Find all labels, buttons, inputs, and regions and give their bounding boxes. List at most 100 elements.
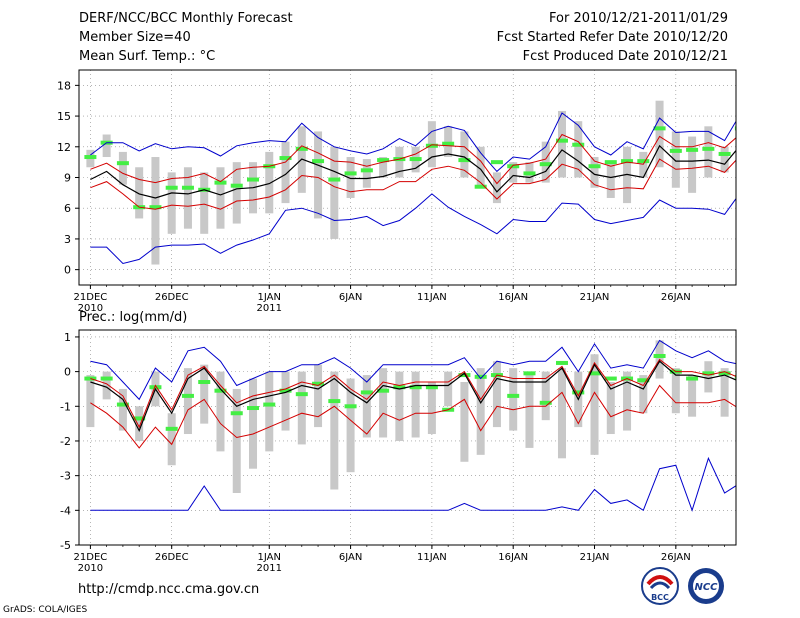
precipitation-median-mark [474,374,487,379]
member-size: Member Size=40 [79,30,191,45]
precipitation-spread-bar [704,361,713,393]
precipitation-median-mark [637,378,650,383]
temperature-median-mark [312,159,325,164]
precipitation-spread-bar [606,382,615,435]
temperature-spread-bar [720,146,729,173]
precipitation-median-mark [100,376,113,381]
precipitation-spread-bar [557,368,566,459]
temperature-spread-bar [314,131,323,219]
temperature-spread-bar [704,126,713,178]
precipitation-median-mark [702,371,715,376]
temperature-spread-bar [574,121,583,178]
temperature-spread-bar [281,141,290,204]
precipitation-spread-bar [639,375,648,414]
precipitation-median-mark [263,402,276,407]
precipitation-median-mark [344,404,357,409]
precipitation-spread-bar [265,371,274,452]
temperature-spread-bar [183,167,192,229]
temperature-median-mark [230,183,243,188]
temperature-median-mark [360,168,373,173]
temperature-median-mark [572,142,585,147]
temperature-ytick-label: 3 [64,233,71,246]
precipitation-spread-bar [346,378,355,473]
precipitation-median-mark [133,416,146,421]
precipitation-lower-inner-line [90,384,736,449]
precipitation-median-mark [295,392,308,397]
precipitation-spread-bar [395,371,404,441]
ncc-logo-text: NCC [694,582,718,593]
precipitation-median-mark [116,402,129,407]
footer-url[interactable]: http://cmdp.ncc.cma.gov.cn [78,582,260,597]
temperature-ytick-label: 12 [57,141,71,154]
temperature-spread-bar [590,157,599,188]
precipitation-spread-bar [249,378,258,469]
temperature-ytick-label: 18 [57,79,71,92]
precipitation-spread-bar [623,371,632,431]
temperature-spread-bar [606,162,615,198]
header-right: For 2010/12/21-2011/01/29 Fcst Started R… [497,11,728,68]
temperature-spread-bar [395,146,404,178]
temperature-ytick-label: 15 [57,110,71,123]
temperature-median-mark [751,119,763,123]
temperature-xtick-label: 26DEC [155,292,189,303]
temperature-median-mark [718,151,731,156]
precipitation-spread-bar [492,361,501,428]
precipitation-spread-bar [86,375,95,428]
temperature-spread-bar [346,157,355,198]
temperature-spread-bar [460,131,469,178]
precipitation-median-mark [328,399,341,404]
precipitation-upper-outer-line [90,339,736,401]
precipitation-spread-bar [183,368,192,435]
precipitation-median-mark [572,390,585,395]
forecast-period: For 2010/12/21-2011/01/29 [549,11,728,26]
ncc-logo: NCC [688,568,724,604]
precipitation-ytick-label: 0 [64,366,71,379]
precipitation-spread-bar [297,371,306,445]
temperature-spread-bar [655,100,664,168]
temperature-median-mark [295,146,308,151]
precipitation-spread-bar [476,368,485,455]
precipitation-spread-bar [379,368,388,438]
precipitation-median-mark [653,354,666,359]
precipitation-spread-bar [362,375,371,438]
precipitation-mean-line [90,360,736,433]
temperature-median-mark [637,159,650,164]
temperature-median-mark [149,205,162,210]
temperature-xtick-label: 21DEC [74,292,108,303]
precipitation-median-mark [247,406,260,411]
precipitation-median-mark [686,376,699,381]
precipitation-plot-frame [78,329,737,546]
temperature-spread-bar [379,157,388,178]
precipitation-xtick-label: 26JAN [661,552,691,563]
temperature-spread-bar [444,126,453,158]
temperature-xtick-label: 11JAN [417,292,447,303]
temperature-median-mark [621,159,634,164]
temperature-median-mark [604,160,617,165]
temperature-median-mark [328,177,341,182]
precipitation-spread-bar [541,371,550,421]
temperature-upper-outer-line [90,112,736,173]
precipitation-median-mark [458,373,471,378]
precipitation-spread-bar [135,406,144,441]
precipitation-median-mark [181,393,194,398]
precipitation-median-mark [539,400,552,405]
grads-credit: GrADS: COLA/IGES [3,605,88,615]
precipitation-lower-outer-line [90,456,736,512]
precipitation-ytick-label: -1 [60,400,71,413]
temperature-spread-bar [330,146,339,239]
precipitation-ytick-label: -3 [60,470,71,483]
precipitation-spread-bar [460,382,469,462]
precipitation-median-mark [751,373,763,377]
temperature-median-mark [767,139,779,143]
temperature-spread-bar [102,134,111,158]
precipitation-spread-bar [590,354,599,455]
temperature-spread-bar [118,151,127,185]
temperature-spread-bar [492,172,501,204]
precipitation-xtick-label: 21DEC [74,552,108,563]
temperature-median-mark [523,171,536,176]
temperature-spread-bar [151,157,160,265]
temperature-median-mark [490,160,503,165]
agency-logos: BCC NCC [641,567,724,605]
bcc-logo-text: BCC [651,593,669,602]
